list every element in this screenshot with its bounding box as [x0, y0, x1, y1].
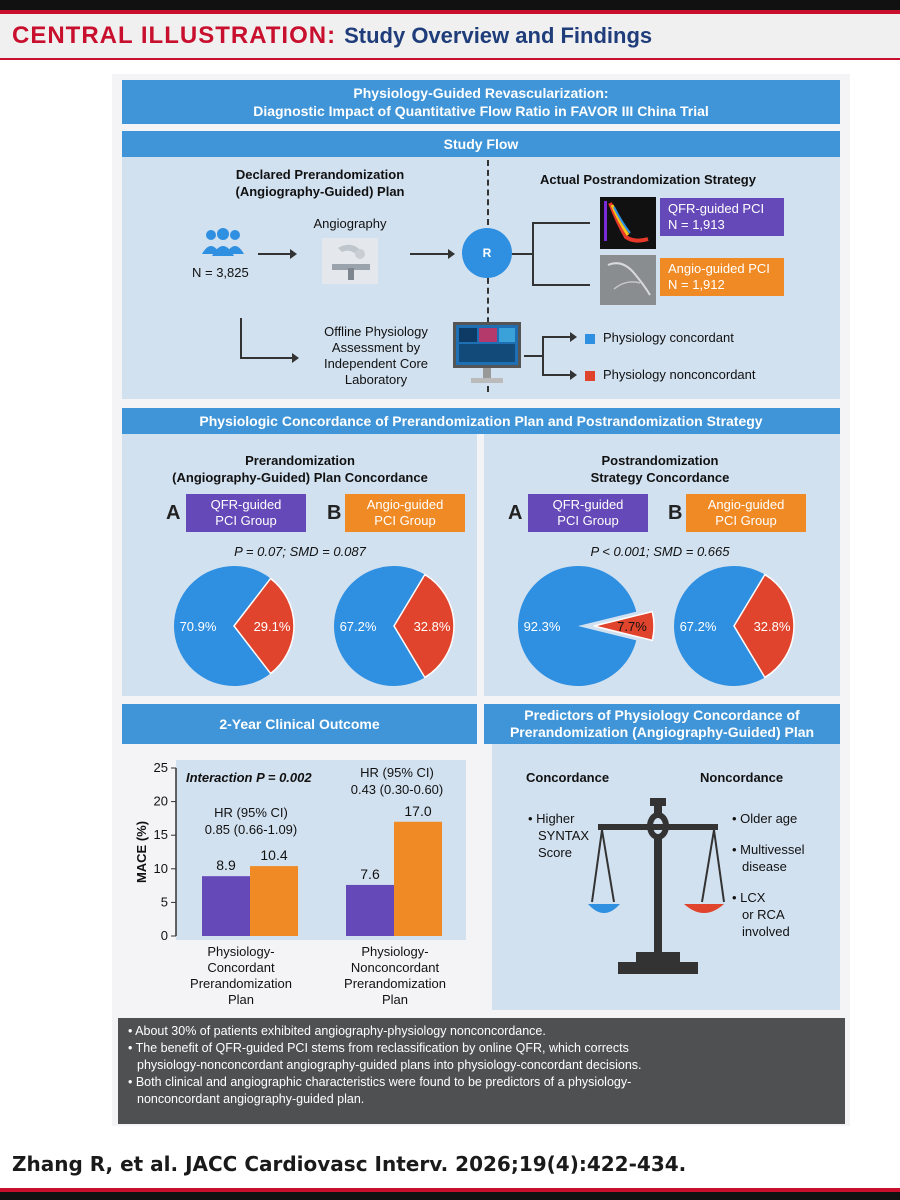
bar [250, 866, 298, 936]
bar [346, 884, 394, 936]
monitor-icon [453, 322, 521, 383]
total-n: N = 3,825 [192, 265, 249, 280]
pie-slice-nonconcordant [593, 610, 655, 642]
top-bar [0, 0, 900, 14]
pie-label-nonconcordant: 29.1% [254, 619, 291, 634]
group1-label: Physiology- Concordant Prerandomization … [190, 944, 292, 1007]
citation: Zhang R, et al. JACC Cardiovasc Interv. … [12, 1152, 687, 1176]
angio-image [600, 255, 656, 305]
arrow-to-offline [240, 318, 242, 358]
summary-bullet-2: • The benefit of QFR-guided PCI stems fr… [128, 1041, 642, 1072]
left-letter-a: A [166, 502, 181, 524]
pie-label-nonconcordant: 32.8% [414, 619, 451, 634]
summary-bullet-3: • Both clinical and angiographic charact… [128, 1075, 632, 1106]
summary-bullet-1: • About 30% of patients exhibited angiog… [128, 1024, 546, 1038]
predictors-banner: Predictors of Physiology Concordance of … [484, 704, 840, 744]
pie-chart-4: 67.2% 32.8% [674, 566, 795, 686]
y-tick-label: 5 [161, 894, 168, 909]
group2-label: Physiology- Nonconcordant Prerandomizati… [344, 944, 446, 1007]
outcome-banner: 2-Year Clinical Outcome [122, 704, 477, 744]
legend-nonconcordant: Physiology nonconcordant [585, 367, 756, 382]
pie-slice-nonconcordant [733, 573, 795, 679]
header: CENTRAL ILLUSTRATION: Study Overview and… [0, 14, 900, 60]
left-stat: P = 0.07; SMD = 0.087 [234, 544, 366, 559]
bar-value-label: 8.9 [216, 857, 236, 873]
right-concordance-title: Postrandomization Strategy Concordance [590, 453, 730, 485]
left-qfr-group-box: QFR-guided PCI Group [186, 494, 306, 532]
y-tick-label: 20 [154, 794, 168, 809]
left-concordance-title: Prerandomization (Angiography-Guided) Pl… [172, 453, 428, 485]
pie-slice-concordant [518, 566, 637, 686]
bar-value-label: 7.6 [360, 866, 380, 882]
y-axis-label: MACE (%) [134, 821, 149, 883]
pie-slice-nonconcordant [393, 573, 455, 679]
y-tick-label: 0 [161, 928, 168, 943]
offline-assessment-label: Offline Physiology Assessment by Indepen… [323, 324, 429, 387]
pie-label-nonconcordant: 32.8% [754, 619, 791, 634]
main-title-line1: Physiology-Guided Revascularization: [353, 85, 609, 101]
pie-slice-concordant [174, 566, 271, 686]
angio-guided-pci-box: Angio-guided PCI N = 1,912 [660, 258, 784, 296]
arrow-to-angio [258, 253, 292, 255]
concordance-banner: Physiologic Concordance of Prerandomizat… [122, 408, 840, 434]
left-letter-b: B [327, 502, 342, 524]
pie-label-concordant: 67.2% [680, 619, 717, 634]
qfr-guided-pci-box: QFR-guided PCI N = 1,913 [660, 198, 784, 236]
pie-slice-concordant [334, 566, 425, 686]
actual-strategy-label: Actual Postrandomization Strategy [540, 172, 756, 187]
bar-value-label: 17.0 [404, 803, 431, 819]
hr-group2: HR (95% CI) 0.43 (0.30-0.60) [350, 765, 444, 797]
bar [394, 821, 442, 936]
randomization-circle: R [462, 228, 512, 278]
left-angio-group-box: Angio-guided PCI Group [345, 494, 465, 532]
y-tick-label: 15 [154, 827, 168, 842]
bar [202, 876, 250, 936]
interaction-label: Interaction P = 0.002 [186, 770, 312, 785]
declared-plan-label: Declared Prerandomization (Angiography-G… [235, 167, 405, 199]
summary-box: • About 30% of patients exhibited angiog… [118, 1018, 845, 1124]
arrow-to-r [410, 253, 450, 255]
main-title-line2: Diagnostic Impact of Quantitative Flow R… [253, 103, 709, 119]
outcome-bar-chart: 0 5 10 15 20 25 MACE (%) 8.9 7.6 10.4 17.0 [134, 760, 442, 943]
pie-slice-concordant [674, 566, 765, 686]
pie-chart-3: 92.3% 7.7% [518, 566, 655, 686]
qfr-image [600, 197, 656, 249]
concordance-heading: Concordance [526, 770, 610, 785]
pie-label-concordant: 67.2% [340, 619, 377, 634]
pie-label-concordant: 92.3% [524, 619, 561, 634]
right-angio-group-box: Angio-guided PCI Group [686, 494, 806, 532]
header-title: Study Overview and Findings [344, 23, 653, 48]
right-letter-b: B [668, 502, 683, 524]
randomization-label: R [482, 246, 492, 260]
bottom-bar [0, 1188, 900, 1200]
study-flow-banner: Study Flow [122, 131, 840, 157]
concordant-swatch [585, 333, 595, 344]
pie-chart-2: 67.2% 32.8% [334, 566, 455, 686]
header-label: CENTRAL ILLUSTRATION: [12, 22, 337, 49]
predictor-left-item: • Higher SYNTAX Score [528, 811, 590, 860]
nonconcordant-swatch [585, 370, 595, 381]
pie-label-concordant: 70.9% [180, 619, 217, 634]
right-letter-a: A [508, 502, 523, 524]
y-tick-label: 25 [154, 760, 168, 775]
angiography-machine-icon [322, 238, 378, 284]
nonconcordance-heading: Noncordance [700, 770, 784, 785]
pie-label-nonconcordant: 7.7% [617, 619, 647, 634]
right-stat: P < 0.001; SMD = 0.665 [590, 544, 730, 559]
predictor-right-items: • Older age • Multivessel disease • LCX … [732, 811, 805, 939]
right-qfr-group-box: QFR-guided PCI Group [528, 494, 648, 532]
y-tick-label: 10 [154, 861, 168, 876]
people-icon [202, 228, 244, 256]
pie-chart-1: 70.9% 29.1% [174, 566, 295, 686]
legend-concordant: Physiology concordant [585, 330, 734, 345]
hr-group1: HR (95% CI) 0.85 (0.66-1.09) [204, 805, 298, 837]
angiography-label: Angiography [313, 216, 387, 231]
balance-scale-icon [588, 798, 725, 974]
main-title: Physiology-Guided Revascularization: Dia… [122, 80, 840, 124]
bar-value-label: 10.4 [260, 847, 287, 863]
pie-slice-nonconcordant [233, 577, 295, 675]
